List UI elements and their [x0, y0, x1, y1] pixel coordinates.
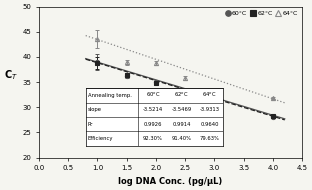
X-axis label: log DNA Conc. (pg/μL): log DNA Conc. (pg/μL) — [119, 177, 223, 186]
Y-axis label: C$_T$: C$_T$ — [4, 68, 18, 82]
Legend: 60°C, 62°C, 64°C: 60°C, 62°C, 64°C — [224, 10, 299, 18]
